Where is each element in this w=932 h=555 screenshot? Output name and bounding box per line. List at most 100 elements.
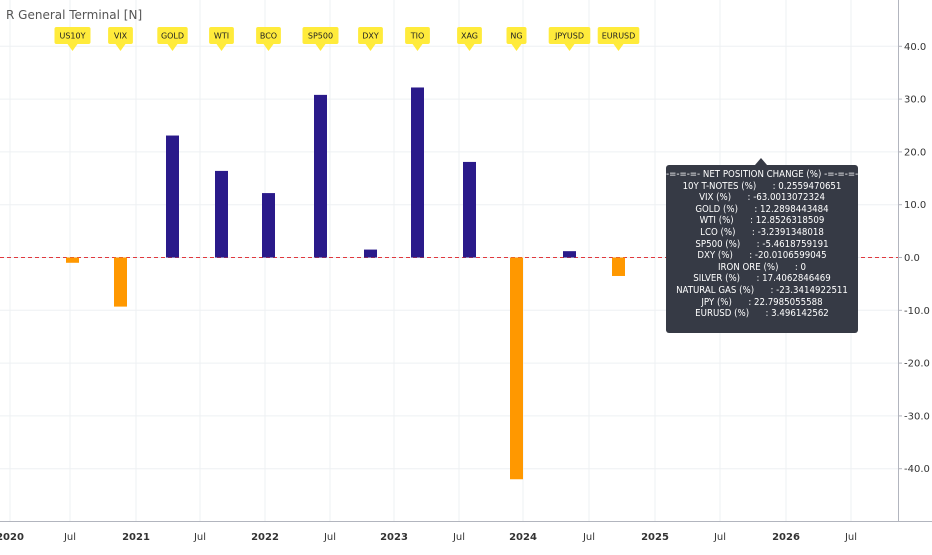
- bar-sp500[interactable]: [314, 94, 327, 258]
- info-box-line: LCO (%) : -3.2391348018: [700, 226, 824, 238]
- x-tick-label: 2020: [0, 532, 24, 543]
- info-box-lines: 10Y T-NOTES (%) : 0.2559470651 VIX (%) : …: [666, 181, 858, 320]
- y-tick-label: -40.0: [904, 464, 930, 475]
- x-tick-label: 2022: [251, 532, 279, 543]
- x-tick-label: Jul: [193, 532, 206, 543]
- bar-eurusd[interactable]: [612, 257, 625, 276]
- x-tick-label: Jul: [582, 532, 595, 543]
- flag-pointer: [167, 44, 178, 51]
- flag-box: [457, 27, 482, 44]
- flag-label: JPYUSD: [554, 32, 584, 41]
- flag-pointer: [263, 44, 274, 51]
- indicator-title[interactable]: R General Terminal [N]: [6, 8, 143, 22]
- bar-tio[interactable]: [411, 87, 424, 258]
- y-tick-label: -20.0: [904, 359, 930, 370]
- flag-box: [108, 27, 133, 44]
- flag-us10y[interactable]: US10Y: [54, 27, 91, 51]
- flag-pointer: [412, 44, 423, 51]
- flags-layer: US10Y VIX GOLD WTI BCO SP500 DXY TIO XAG NG JPYUSD…: [54, 27, 640, 51]
- bar-vix[interactable]: [114, 257, 127, 307]
- bar-jpyusd[interactable]: [563, 251, 576, 258]
- flag-label: VIX: [114, 32, 128, 41]
- flag-box: [405, 27, 430, 44]
- x-tick-label: 2023: [380, 532, 408, 543]
- info-box-line: DXY (%) : -20.0106599045: [697, 250, 827, 262]
- info-box-line: EURUSD (%) : 3.496142562: [695, 308, 829, 320]
- flag-pointer: [511, 44, 522, 51]
- x-tick-label: 2025: [641, 532, 669, 543]
- flag-tio[interactable]: TIO: [405, 27, 430, 51]
- y-tick-label: -30.0: [904, 411, 930, 422]
- flag-vix[interactable]: VIX: [108, 27, 133, 51]
- net-position-info-box: -=-=-=- NET POSITION CHANGE (%) -=-=-=- …: [666, 158, 859, 333]
- axes-layer: 40.0 30.0 20.0 10.0 0.0 -10.0 -20.0 -30.0 -40.0 2…: [0, 0, 932, 543]
- info-box-line: 10Y T-NOTES (%) : 0.2559470651: [682, 180, 842, 192]
- y-tick-label: 20.0: [904, 147, 926, 158]
- info-box-line: SILVER (%) : 17.4062846469: [693, 273, 831, 285]
- flag-pointer: [365, 44, 376, 51]
- flag-pointer: [564, 44, 575, 51]
- flag-pointer: [216, 44, 227, 51]
- flag-xag[interactable]: XAG: [457, 27, 482, 51]
- x-tick-label: Jul: [323, 532, 336, 543]
- info-box-line: VIX (%) : -63.0013072324: [699, 192, 825, 204]
- y-tick-label: 30.0: [904, 95, 926, 106]
- info-box-line: GOLD (%) : 12.2898443484: [695, 203, 829, 215]
- flag-sp500[interactable]: SP500: [302, 27, 339, 51]
- flag-label: SP500: [308, 32, 333, 41]
- flag-box: [597, 27, 640, 44]
- flag-label: XAG: [461, 32, 478, 41]
- flag-box: [506, 27, 527, 44]
- flag-bco[interactable]: BCO: [256, 27, 281, 51]
- flag-box: [157, 27, 188, 44]
- flag-ng[interactable]: NG: [506, 27, 527, 51]
- bars-layer: [66, 87, 625, 480]
- bar-gold[interactable]: [166, 135, 179, 258]
- x-tick-label: 2021: [122, 532, 150, 543]
- bar-ng[interactable]: [510, 257, 523, 480]
- info-box-line: SP500 (%) : -5.4618759191: [695, 238, 829, 250]
- info-box-line: JPY (%) : 22.7985055588: [701, 296, 823, 308]
- flag-label: DXY: [362, 32, 379, 41]
- flag-box: [209, 27, 234, 44]
- y-tick-label: -10.0: [904, 306, 930, 317]
- x-tick-label: 2024: [509, 532, 537, 543]
- flag-label: NG: [510, 32, 522, 41]
- flag-gold[interactable]: GOLD: [157, 27, 188, 51]
- flag-pointer: [315, 44, 326, 51]
- flag-label: BCO: [260, 32, 277, 41]
- flag-dxy[interactable]: DXY: [358, 27, 383, 51]
- bar-bco[interactable]: [262, 193, 275, 258]
- x-tick-label: 2026: [772, 532, 800, 543]
- flag-box: [54, 27, 91, 44]
- info-box-title: -=-=-=- NET POSITION CHANGE (%) -=-=-=-: [666, 169, 859, 180]
- flag-eurusd[interactable]: EURUSD: [597, 27, 640, 51]
- info-box-line: WTI (%) : 12.8526318509: [699, 215, 825, 227]
- info-box-line: NATURAL GAS (%) : -23.3414922511: [676, 284, 848, 296]
- x-tick-label: Jul: [452, 532, 465, 543]
- y-tick-label: 0.0: [904, 253, 920, 264]
- flag-pointer: [613, 44, 624, 51]
- flag-box: [358, 27, 383, 44]
- flag-pointer: [67, 44, 78, 51]
- flag-jpyusd[interactable]: JPYUSD: [548, 27, 591, 51]
- x-tick-label: Jul: [63, 532, 76, 543]
- flag-box: [302, 27, 339, 44]
- flag-wti[interactable]: WTI: [209, 27, 234, 51]
- flag-box: [548, 27, 591, 44]
- bar-wti[interactable]: [215, 170, 228, 258]
- bar-dxy[interactable]: [364, 249, 377, 258]
- flag-pointer: [464, 44, 475, 51]
- flag-label: US10Y: [60, 32, 86, 41]
- y-tick-label: 40.0: [904, 42, 926, 53]
- flag-label: WTI: [214, 32, 229, 41]
- flag-label: GOLD: [161, 32, 184, 41]
- flag-label: TIO: [410, 32, 425, 41]
- x-tick-label: Jul: [844, 532, 857, 543]
- flag-box: [256, 27, 281, 44]
- x-tick-label: Jul: [713, 532, 726, 543]
- bar-xag[interactable]: [463, 161, 476, 258]
- flag-label: EURUSD: [602, 32, 636, 41]
- bar-us10y[interactable]: [66, 257, 79, 263]
- flag-pointer: [115, 44, 126, 51]
